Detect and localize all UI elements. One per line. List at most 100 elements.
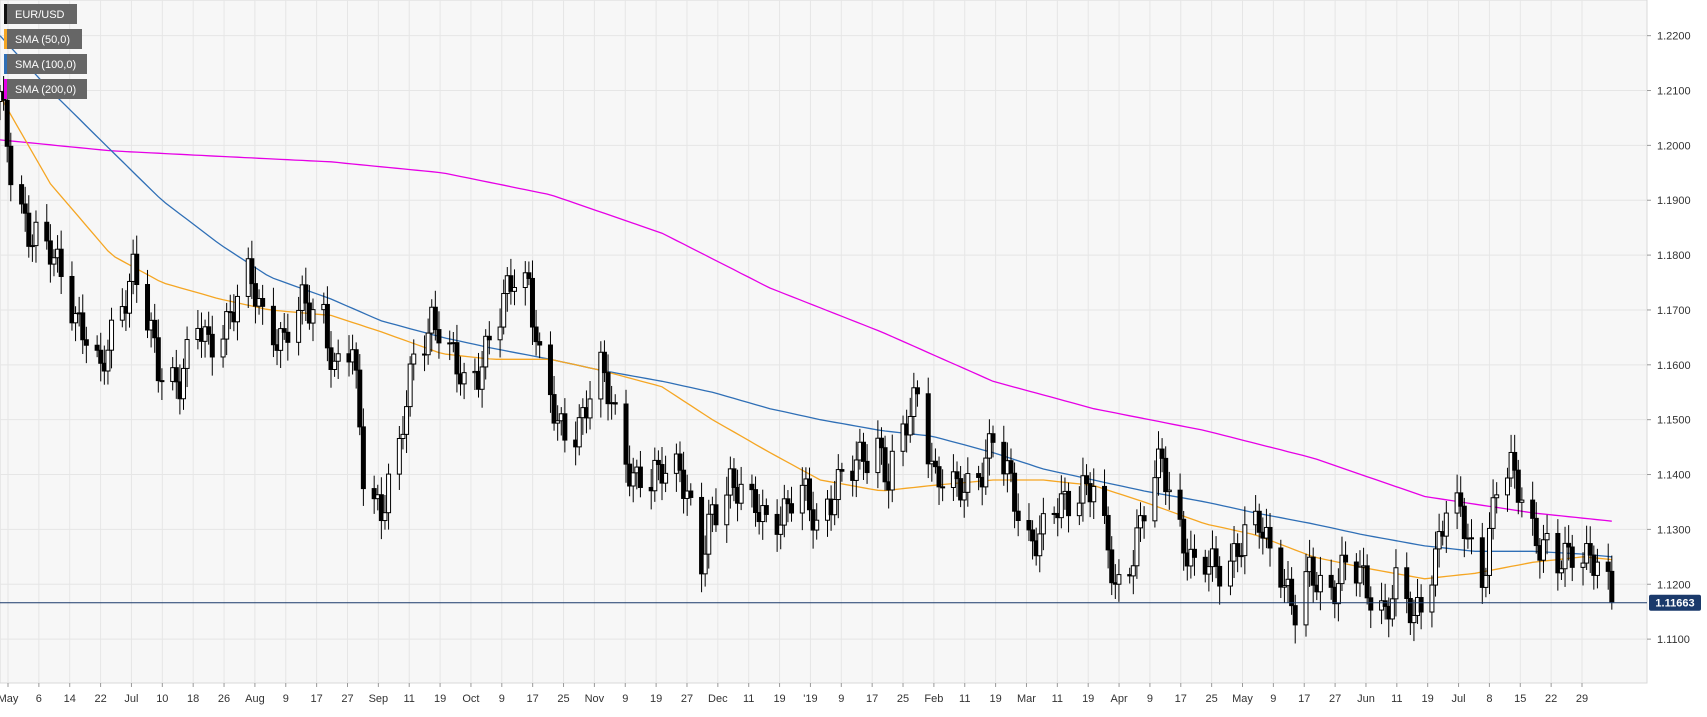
x-tick-label: 15 xyxy=(1514,693,1526,705)
x-tick-label: 9 xyxy=(1147,693,1153,705)
candle-down xyxy=(19,184,25,205)
x-tick-label: 17 xyxy=(1175,693,1187,705)
x-tick-label: Jul xyxy=(1452,693,1466,705)
x-tick-label: 17 xyxy=(866,693,878,705)
candle-down xyxy=(69,275,75,324)
candle-down xyxy=(1512,451,1518,471)
x-tick-label: 19 xyxy=(1422,693,1434,705)
candle-down xyxy=(637,466,643,488)
candle-up xyxy=(724,494,730,526)
candle-up xyxy=(1469,537,1475,540)
candle-down xyxy=(547,344,553,396)
candle-down xyxy=(324,303,330,349)
candle-up xyxy=(522,272,528,289)
candle-down xyxy=(454,342,460,375)
legend-label: SMA (50,0) xyxy=(15,34,70,46)
candle-up xyxy=(411,353,417,365)
sma-100-path xyxy=(0,35,1612,558)
legend-item[interactable]: SMA (200,0) xyxy=(4,79,87,99)
legend-box[interactable] xyxy=(4,79,87,99)
x-tick-label: Aug xyxy=(245,693,265,705)
x-tick-label: 19 xyxy=(650,693,662,705)
candle-down xyxy=(270,305,276,346)
candle-up xyxy=(51,257,57,265)
candle-up xyxy=(1339,554,1345,585)
candle-down xyxy=(209,333,215,358)
candle-up xyxy=(835,469,841,501)
x-tick-label: 27 xyxy=(681,693,693,705)
candle-up xyxy=(1317,574,1323,593)
legend-item[interactable]: EUR/USD xyxy=(4,4,77,24)
candle-up xyxy=(907,415,913,436)
legend-box[interactable] xyxy=(4,54,87,74)
x-tick-label: 6 xyxy=(36,693,42,705)
legend-item[interactable]: SMA (50,0) xyxy=(4,29,82,49)
candle-down xyxy=(1609,570,1615,603)
candle-up xyxy=(1091,485,1097,503)
candle-up xyxy=(781,498,787,526)
candle-down xyxy=(914,387,920,395)
candle-up xyxy=(1138,515,1144,529)
candle-up xyxy=(109,319,115,351)
candle-up xyxy=(29,245,35,248)
x-tick-label: Apr xyxy=(1110,693,1127,705)
candle-up xyxy=(396,437,402,475)
y-tick-label: 1.1400 xyxy=(1657,470,1691,482)
legend-box[interactable] xyxy=(4,4,77,24)
x-tick-label: 9 xyxy=(1270,693,1276,705)
candle-down xyxy=(958,478,964,501)
sma-100-line xyxy=(0,35,1612,558)
candle-down xyxy=(8,145,14,186)
candle-up xyxy=(702,553,708,575)
candle-down xyxy=(677,453,683,471)
candle-down xyxy=(1001,441,1007,475)
candle-down xyxy=(954,471,960,480)
candle-up xyxy=(479,366,485,390)
candle-down xyxy=(1515,469,1521,503)
candle-down xyxy=(699,496,705,575)
candle-up xyxy=(1134,527,1140,567)
candle-down xyxy=(285,331,291,343)
candle-down xyxy=(1533,517,1539,547)
candle-up xyxy=(180,367,186,400)
candle-down xyxy=(173,367,179,383)
candle-up xyxy=(382,512,388,522)
legend-item[interactable]: SMA (100,0) xyxy=(4,54,87,74)
x-tick-label: 8 xyxy=(1486,693,1492,705)
candle-down xyxy=(1310,556,1316,586)
candle-down xyxy=(1181,518,1187,554)
candle-down xyxy=(80,312,86,341)
candle-up xyxy=(73,313,79,324)
last-price-badge xyxy=(1649,594,1701,611)
candle-down xyxy=(4,99,10,147)
candle-up xyxy=(630,472,636,487)
sma-200-path xyxy=(0,139,1612,522)
candle-up xyxy=(875,437,881,474)
candle-up xyxy=(1155,448,1161,479)
plot-area[interactable] xyxy=(0,0,1648,684)
candle-down xyxy=(533,326,539,343)
candle-down xyxy=(1141,515,1147,522)
candle-down xyxy=(1461,505,1467,540)
x-tick-label: Mar xyxy=(1017,693,1036,705)
legend-box[interactable] xyxy=(4,29,82,49)
candle-down xyxy=(749,483,755,491)
x-tick-label: 9 xyxy=(283,693,289,705)
candle-up xyxy=(224,311,230,340)
candle-down xyxy=(1530,499,1536,519)
candle-up xyxy=(1040,513,1046,535)
x-tick-label: 14 xyxy=(64,693,76,705)
candle-up xyxy=(1504,477,1510,496)
candle-up xyxy=(1544,532,1550,541)
candle-up xyxy=(1281,585,1287,588)
candle-down xyxy=(1109,549,1115,584)
candle-down xyxy=(932,460,938,468)
candle-up xyxy=(1037,533,1043,557)
candle-up xyxy=(335,353,341,362)
candle-up xyxy=(950,471,956,488)
candle-down xyxy=(1289,578,1295,607)
candle-up xyxy=(1393,567,1399,600)
candle-down xyxy=(1587,543,1593,556)
candle-down xyxy=(1458,492,1464,507)
candle-down xyxy=(98,349,104,364)
